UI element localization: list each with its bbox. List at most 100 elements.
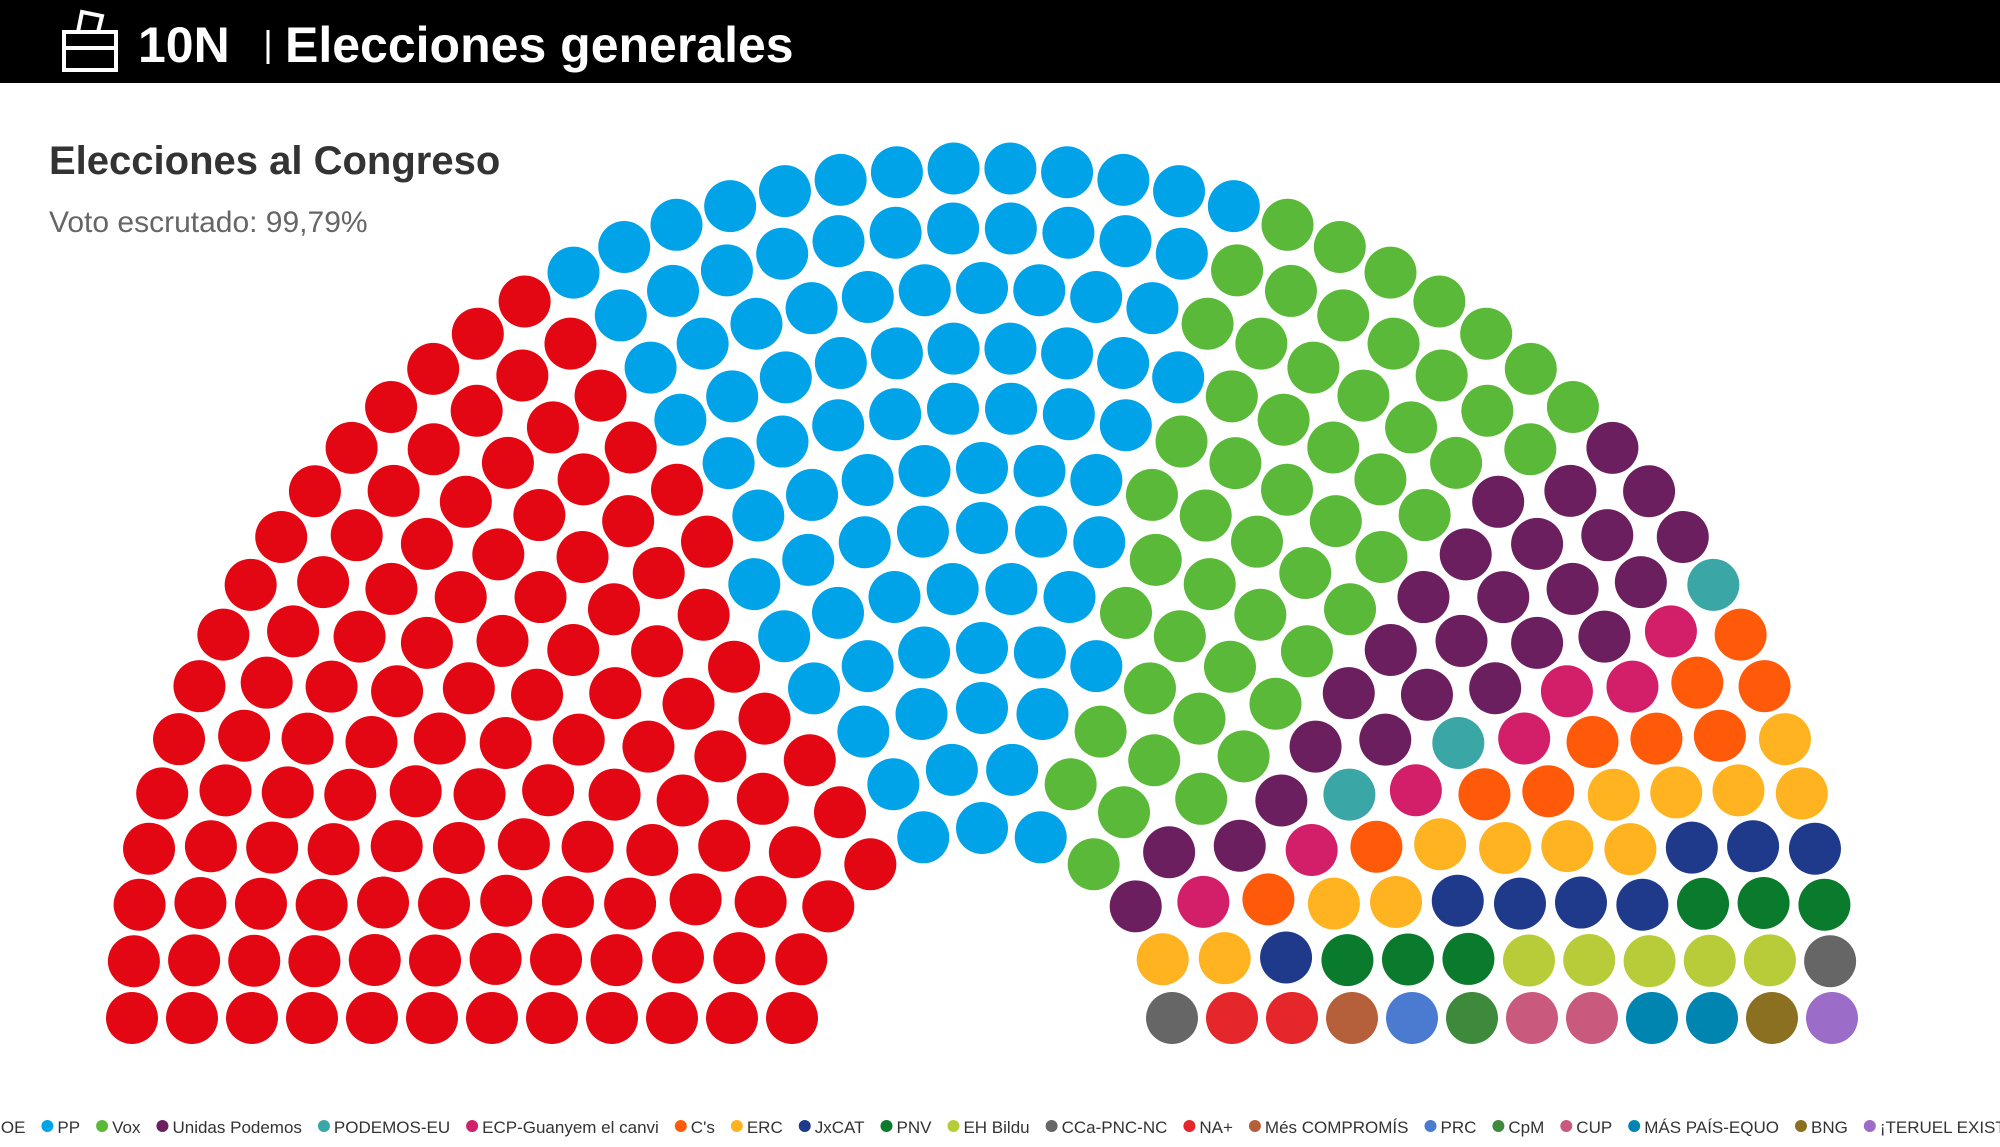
seat: [1070, 640, 1123, 693]
seat: [1775, 767, 1828, 820]
header-subtitle: Elecciones generales: [285, 17, 794, 73]
seat: [526, 992, 578, 1044]
legend-marker: [880, 1120, 893, 1132]
seat: [1586, 421, 1639, 474]
seat: [985, 382, 1038, 435]
seat: [1042, 388, 1095, 441]
seat: [736, 772, 789, 825]
seat: [1126, 282, 1179, 335]
seat: [476, 614, 529, 667]
seat: [1546, 562, 1599, 615]
seat: [453, 768, 506, 821]
seat: [1656, 510, 1709, 563]
seat: [511, 668, 564, 721]
seat: [1153, 165, 1206, 218]
seat: [985, 563, 1038, 616]
seat: [557, 453, 610, 506]
seat: [586, 992, 638, 1044]
seat: [814, 337, 867, 390]
seat: [1623, 935, 1676, 988]
seat: [1397, 571, 1450, 624]
seat: [1712, 764, 1765, 817]
seat: [1616, 878, 1669, 931]
seat: [345, 716, 398, 769]
seat: [400, 616, 453, 669]
seat: [1128, 734, 1181, 787]
seat: [1714, 608, 1767, 661]
seat: [844, 838, 897, 891]
seat: [898, 626, 951, 679]
legend-label: Vox: [112, 1118, 141, 1137]
seat: [814, 153, 867, 206]
seat: [544, 317, 597, 370]
seat: [869, 388, 922, 441]
seat: [1264, 264, 1317, 317]
seat: [1413, 275, 1466, 328]
seat: [472, 528, 525, 581]
seat: [1153, 610, 1206, 663]
seat: [1143, 826, 1196, 879]
seat: [1350, 820, 1403, 873]
seat: [153, 713, 206, 766]
seat: [728, 558, 781, 611]
seat: [240, 656, 293, 709]
seat: [324, 768, 377, 821]
seat: [1469, 662, 1522, 715]
seat: [758, 165, 811, 218]
seat: [1606, 660, 1659, 713]
seat: [197, 608, 250, 661]
seat: [1041, 146, 1094, 199]
seat: [234, 877, 287, 930]
seat: [813, 786, 866, 839]
seat: [1322, 667, 1375, 720]
seat: [513, 489, 566, 542]
seat: [676, 317, 729, 370]
seat: [785, 282, 838, 335]
seat: [1435, 614, 1488, 667]
seat: [295, 878, 348, 931]
seat: [1013, 264, 1066, 317]
seat: [1014, 811, 1067, 864]
seat: [1386, 992, 1438, 1044]
seat: [1683, 934, 1736, 987]
seat: [1266, 992, 1318, 1044]
seat: [1255, 774, 1308, 827]
legend-label: PNV: [896, 1118, 932, 1137]
seat: [1307, 877, 1360, 930]
seat: [305, 660, 358, 713]
ballot-icon: [62, 9, 118, 72]
seat: [1614, 556, 1667, 609]
seat: [1806, 992, 1858, 1044]
seat: [1099, 399, 1152, 452]
seat: [174, 876, 227, 929]
legend-label: PODEMOS-EU: [334, 1118, 450, 1137]
seat: [1581, 509, 1634, 562]
seat: [841, 270, 894, 323]
seat: [1125, 468, 1178, 521]
seat: [1788, 822, 1841, 875]
seat: [956, 622, 1008, 674]
seat: [956, 442, 1008, 494]
seat: [588, 768, 641, 821]
seat: [1460, 307, 1513, 360]
seat: [123, 822, 176, 875]
header-bar: [0, 0, 2000, 83]
seat: [1355, 530, 1408, 583]
seat: [1326, 992, 1378, 1044]
seat: [1261, 198, 1314, 251]
seat: [1431, 874, 1484, 927]
seat: [802, 880, 855, 933]
seat: [450, 384, 503, 437]
seat: [984, 202, 1037, 255]
seat: [631, 625, 684, 678]
seat: [708, 640, 761, 693]
seat: [1099, 586, 1152, 639]
seat: [1173, 692, 1226, 745]
seat: [1041, 327, 1094, 380]
seat: [1415, 349, 1468, 402]
seat: [466, 992, 518, 1044]
seat: [530, 933, 583, 986]
seat: [1249, 677, 1302, 730]
seat: [1337, 369, 1390, 422]
seat: [286, 992, 338, 1044]
